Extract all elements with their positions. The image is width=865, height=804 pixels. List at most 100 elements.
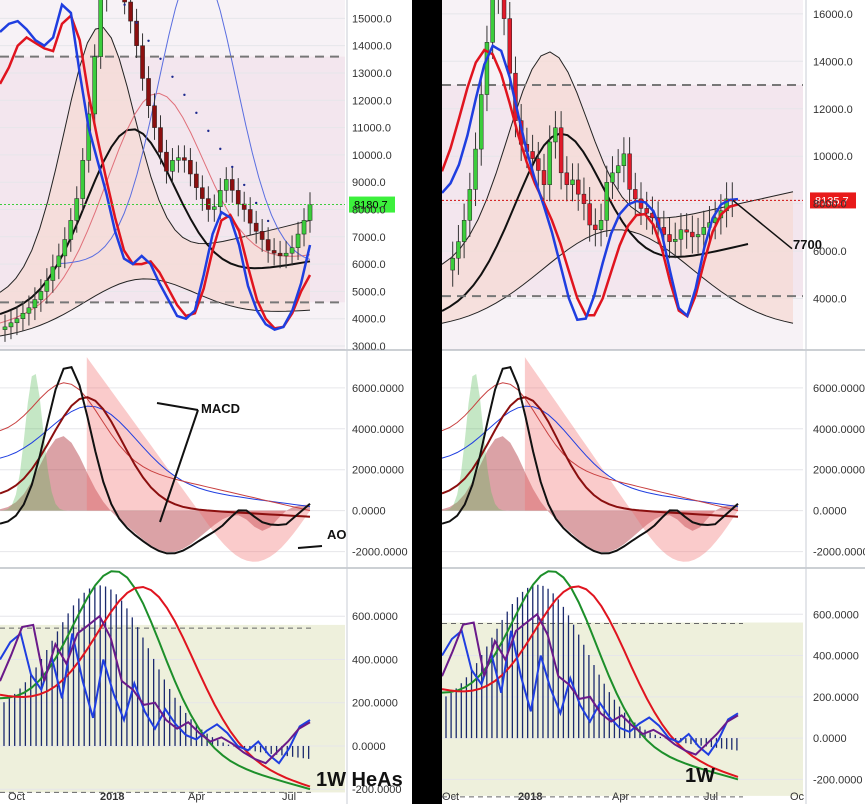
right-candle (667, 234, 672, 242)
left-candle (295, 233, 301, 248)
right-osc-tick-label: 200.0000 (813, 692, 859, 704)
left-candle (289, 247, 295, 254)
right-lower-band (441, 229, 794, 324)
left-candle (188, 160, 193, 175)
right-macd-green-area (442, 374, 590, 511)
right-candle (587, 203, 592, 226)
right-candle (530, 151, 535, 159)
right-macd-tick-label: 4000.0000 (813, 424, 865, 436)
right-candle (558, 127, 564, 174)
left-price-tick-label: 9000.0 (352, 177, 386, 189)
left-osc-purple-line (0, 614, 311, 765)
right-osc-tick-label: -200.0000 (813, 774, 863, 786)
right-candle (564, 172, 570, 185)
left-price-tick-label: 14000.0 (352, 41, 392, 53)
left-osc-tick-label: 600.0000 (352, 611, 398, 623)
left-candle (92, 56, 98, 115)
left-psar-dot (207, 129, 210, 133)
left-candle (206, 198, 211, 210)
left-psar-dot (231, 165, 234, 169)
right-candle (638, 198, 644, 209)
left-candle (44, 280, 50, 292)
right-candle (604, 182, 609, 221)
left-candle (223, 179, 229, 191)
right-x-tick-label: Apr (612, 791, 629, 803)
left-x-tick-label: Oct (8, 791, 25, 803)
right-candle (615, 165, 621, 174)
right-candle (627, 153, 632, 190)
left-candle (307, 204, 313, 221)
left-osc-red-line (0, 585, 311, 788)
left-candle (217, 190, 223, 208)
right-x-tick-label: 2018 (518, 791, 542, 803)
right-candle (633, 189, 638, 200)
left-candle (62, 239, 68, 257)
right-price-tick-label: 10000.0 (813, 151, 853, 163)
left-candle (134, 20, 139, 46)
right-osc-green-line (441, 570, 739, 781)
right-candle (678, 229, 684, 240)
left-candle (56, 255, 62, 268)
left-macd-tick-label: 4000.0000 (352, 424, 404, 436)
left-macd-dark-red-line (0, 396, 311, 518)
left-macd-tick-label: 0.0000 (352, 506, 386, 518)
left-candle (38, 291, 44, 300)
left-ao-area (0, 436, 310, 553)
left-macd-tick-label: 6000.0000 (352, 383, 404, 395)
left-candle (301, 220, 307, 235)
right-candle (553, 127, 558, 143)
left-macd-thin-red-line (0, 382, 311, 512)
right-candle (490, 0, 495, 43)
left-price-tick-label: 10000.0 (352, 150, 392, 162)
right-macd-tick-label: -2000.0000 (813, 547, 865, 559)
left-price-tick-label: 15000.0 (352, 13, 392, 25)
right-x-tick-label: Oc (790, 791, 805, 803)
right-osc-purple-line (441, 612, 739, 756)
right-candle (507, 18, 512, 74)
left-price-tick-label: 4000.0 (352, 314, 386, 326)
left-band-fill (0, 27, 310, 337)
left-candle (283, 252, 289, 257)
left-candle (50, 266, 56, 281)
right-macd-black-line (441, 366, 739, 555)
right-blue-line (441, 44, 739, 322)
left-candle (271, 250, 277, 254)
right-candle (484, 42, 490, 95)
left-candle (98, 0, 103, 57)
right-ao-area (442, 436, 738, 553)
left-macd-blue-line (0, 405, 311, 508)
left-macd-black-line (0, 366, 311, 555)
left-candle (170, 160, 175, 172)
left-candle (146, 78, 151, 106)
left-candle (229, 179, 235, 191)
right-candle (473, 148, 478, 190)
left-price-tick-label: 11000.0 (352, 123, 391, 135)
left-price-tick-label: 7000.0 (352, 232, 386, 244)
right-candle (581, 193, 587, 204)
left-psar-dot (219, 147, 222, 151)
right-macd-blue-line (441, 405, 739, 508)
left-osc-tick-label: 200.0000 (352, 698, 398, 710)
right-price-tick-label: 4000.0 (813, 294, 847, 306)
left-candle (212, 206, 217, 210)
left-outer-blue-line (59, 0, 311, 264)
right-candle (684, 229, 689, 233)
left-candle (8, 322, 14, 328)
right-x-tick-label: Jul (704, 791, 718, 803)
right-candle (701, 227, 706, 235)
left-osc-tick-label: -200.0000 (352, 784, 402, 796)
left-candle (164, 151, 169, 172)
left-candle (265, 239, 271, 251)
left-upper-band (0, 26, 311, 293)
right-candle (570, 179, 575, 185)
left-macd-green-area (0, 374, 155, 511)
left-macd-tick-label: -2000.0000 (352, 547, 408, 559)
right-macd-dark-red-line (441, 396, 739, 518)
right-candle (541, 170, 547, 185)
level-pointer-line (732, 199, 793, 250)
right-price-tag (810, 192, 856, 209)
left-psar-dot (123, 3, 126, 6)
left-price-tick-label: 6000.0 (352, 259, 386, 271)
right-candle (501, 0, 507, 19)
right-price-tick-label: 6000.0 (813, 246, 847, 258)
